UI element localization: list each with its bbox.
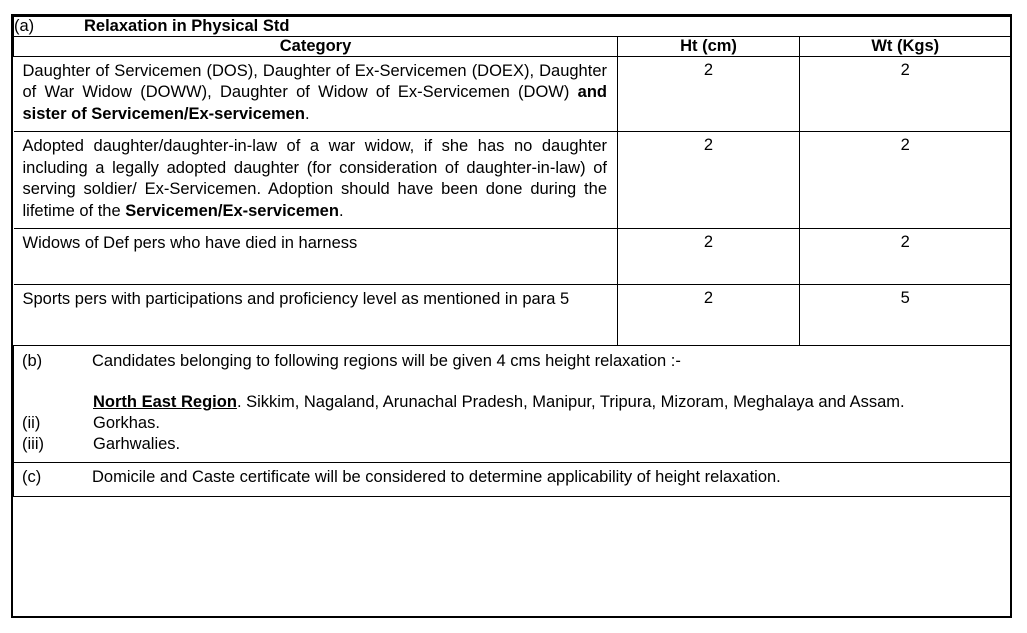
table-row: Widows of Def pers who have died in harn… [13, 228, 1011, 286]
section-b-item-text: Gorkhas. [93, 414, 160, 433]
section-c-label: (c) [22, 467, 42, 486]
row-category: Sports pers with participations and prof… [13, 284, 618, 347]
section-b-item: (i)North East Region. Sikkim, Nagaland, … [22, 392, 1000, 413]
header-weight: Wt (Kgs) [798, 36, 1011, 57]
header-category: Category [13, 36, 618, 57]
row-category: Daughter of Servicemen (DOS), Daughter o… [13, 55, 618, 133]
section-b-cell: (b) Candidates belonging to following reg… [12, 345, 1012, 463]
section-b-spacer [22, 372, 1000, 392]
row-height-value: 2 [617, 228, 800, 286]
row-weight-value: 2 [798, 131, 1011, 230]
section-b-item-numeral: (iii) [22, 435, 44, 454]
section-b-item: (iii) Garhwalies. [22, 434, 1000, 455]
row-weight-value: 5 [798, 284, 1011, 347]
physical-standards-grid: (a) Relaxation in Physical Std Category H… [12, 16, 1012, 497]
section-b-item-heading: North East Region [93, 393, 237, 412]
table-row: Sports pers with participations and prof… [13, 284, 1011, 347]
section-c-row: (c) Domicile and Caste certificate will b… [12, 461, 1012, 497]
category-text-part: Widows of Def pers who have died in harn… [22, 234, 358, 253]
section-b-body: (b) Candidates belonging to following reg… [14, 346, 1010, 461]
section-b-item: (ii) Gorkhas. [22, 413, 1000, 434]
section-a-title: Relaxation in Physical Std [84, 17, 290, 35]
header-height: Ht (cm) [617, 36, 800, 57]
category-text-part: Daughter of Servicemen (DOS), Daughter o… [22, 62, 608, 102]
section-b-row: (b) Candidates belonging to following reg… [12, 345, 1012, 463]
section-b-line: (b) Candidates belonging to following reg… [22, 351, 1000, 372]
section-c-body: (c) Domicile and Caste certificate will b… [14, 463, 1010, 496]
section-c-text: Domicile and Caste certificate will be c… [92, 467, 781, 486]
row-weight-value: 2 [798, 228, 1011, 286]
table-row: Daughter of Servicemen (DOS), Daughter o… [13, 55, 1011, 133]
category-text-part: Adopted daughter/daughter-in-law of a wa… [22, 137, 608, 220]
category-text-tail: . [305, 104, 310, 123]
relaxation-physical-standards-table: (a) Relaxation in Physical Std Category H… [11, 14, 1012, 618]
category-text-bold: Servicemen/Ex-servicemen [125, 201, 339, 220]
category-text-part: Sports pers with participations and prof… [22, 290, 570, 309]
row-category: Widows of Def pers who have died in harn… [13, 228, 618, 286]
section-b-item-heading-suffix: . [236, 393, 242, 412]
section-a-label: (a) [14, 17, 35, 35]
table-row: Adopted daughter/daughter-in-law of a wa… [13, 131, 1011, 230]
row-height-value: 2 [617, 131, 800, 230]
table-header-row: Category Ht (cm) Wt (Kgs) [13, 36, 1011, 57]
section-b-item-numeral: (i) [22, 392, 93, 413]
row-category: Adopted daughter/daughter-in-law of a wa… [13, 131, 618, 230]
row-height-value: 2 [617, 55, 800, 133]
row-weight-value: 2 [798, 55, 1011, 133]
section-b-label: (b) [22, 352, 43, 371]
section-b-item-numeral: (ii) [22, 414, 41, 433]
section-a-row: (a) Relaxation in Physical Std [12, 16, 1012, 37]
category-text-bold: and sister of Servicemen/Ex-servicemen [22, 83, 608, 123]
section-b-item-text: Garhwalies. [93, 435, 181, 454]
category-text-tail: . [338, 201, 344, 220]
row-height-value: 2 [617, 284, 800, 347]
section-c-cell: (c) Domicile and Caste certificate will b… [12, 461, 1012, 497]
section-a-cell: (a) Relaxation in Physical Std [12, 16, 1012, 37]
section-b-item-text: Sikkim, Nagaland, Arunachal Pradesh, Man… [246, 393, 905, 412]
section-b-text: Candidates belonging to following region… [92, 352, 681, 371]
